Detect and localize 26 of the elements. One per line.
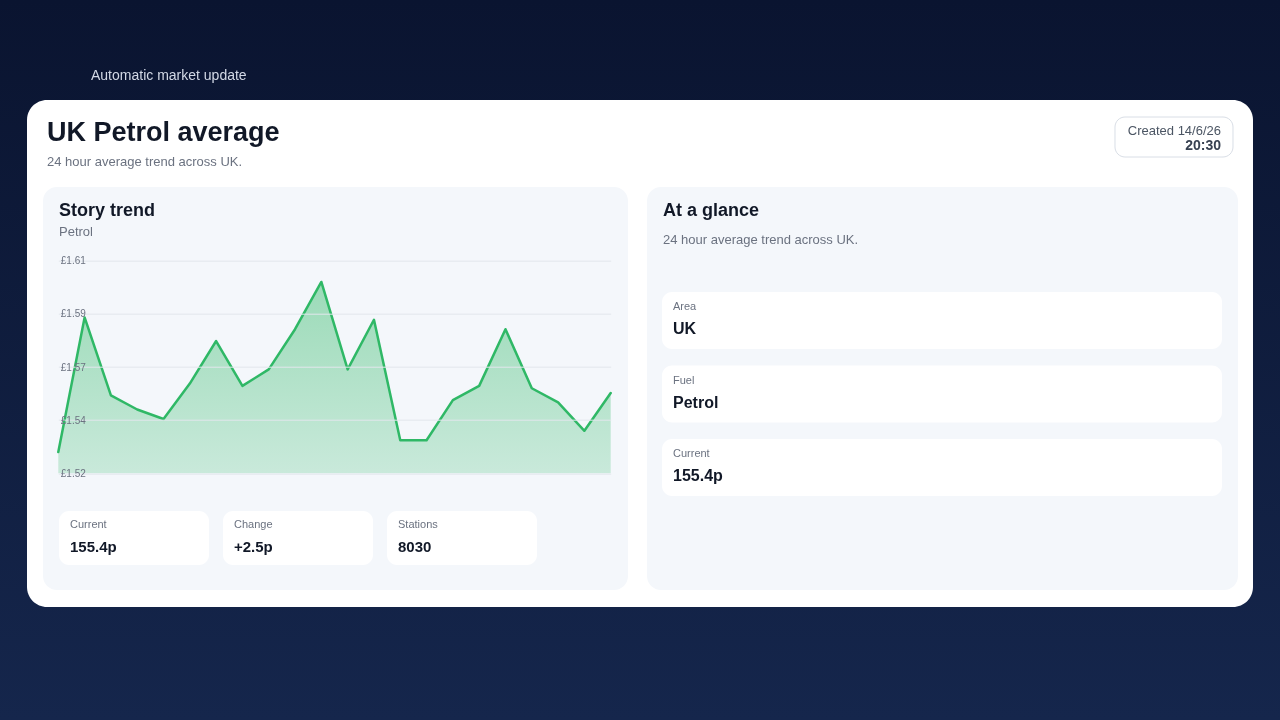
- text: 155.4p: [70, 538, 117, 555]
- text: 24 hour average trend across UK.: [47, 154, 243, 169]
- text: 8030: [398, 538, 432, 555]
- text: At a glance: [663, 200, 760, 220]
- text: 155.4p: [673, 467, 724, 484]
- text: Automatic market update: [91, 67, 247, 83]
- text: Stations: [398, 518, 439, 530]
- text: +2.5p: [234, 538, 273, 555]
- y-tick-label: £1.52: [60, 467, 87, 479]
- text: Current: [70, 518, 107, 530]
- text: Area: [673, 300, 698, 312]
- text: 24 hour average trend across UK.: [663, 232, 859, 247]
- chart-subtitle: Petrol: [59, 224, 94, 239]
- text: Created 14/6/26: [1127, 123, 1221, 138]
- text: Change: [234, 518, 273, 530]
- y-tick-label: £1.54: [60, 414, 87, 426]
- text: Petrol: [673, 393, 719, 411]
- y-tick-label: £1.59: [60, 308, 87, 320]
- y-tick-label: £1.61: [60, 255, 87, 267]
- text: UK: [673, 320, 697, 337]
- text: Current: [673, 447, 710, 459]
- text: Fuel: [673, 373, 695, 386]
- y-tick-label: £1.57: [60, 361, 87, 373]
- chart-title: Story trend: [59, 200, 156, 220]
- text: UK Petrol average: [47, 117, 280, 147]
- text: 20:30: [1185, 137, 1222, 153]
